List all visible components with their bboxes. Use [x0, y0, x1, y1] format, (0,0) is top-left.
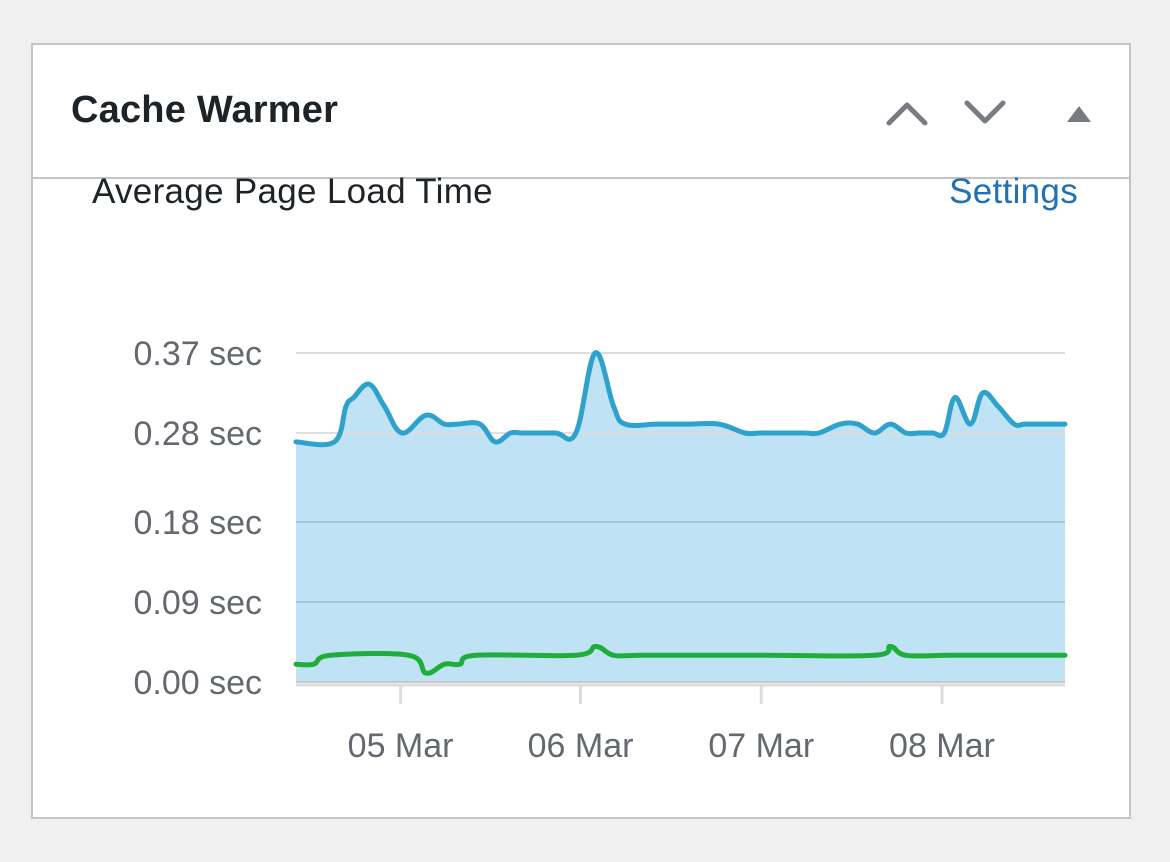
move-up-button[interactable] — [879, 85, 935, 141]
chart-title: Average Page Load Time — [92, 172, 493, 211]
y-tick-label: 0.37 sec — [133, 335, 262, 373]
widget-header: Cache Warmer — [33, 45, 1129, 179]
settings-link[interactable]: Settings — [949, 172, 1078, 211]
y-tick-label: 0.18 sec — [133, 504, 262, 542]
y-tick-label: 0.28 sec — [133, 415, 262, 453]
x-tick-label: 07 Mar — [708, 727, 814, 765]
series-0-line — [293, 350, 1068, 448]
triangle-up-icon — [1067, 106, 1091, 122]
widget-title: Cache Warmer — [71, 89, 339, 131]
x-tick-label: 08 Mar — [889, 727, 995, 765]
series-1-line — [293, 643, 1068, 676]
x-tick-label: 06 Mar — [528, 727, 634, 765]
chevron-up-icon — [886, 102, 928, 126]
toggle-panel-button[interactable] — [1051, 85, 1107, 141]
x-tick-label: 05 Mar — [348, 727, 454, 765]
y-tick-label: 0.00 sec — [133, 664, 262, 702]
move-down-button[interactable] — [957, 85, 1013, 141]
y-tick-label: 0.09 sec — [133, 584, 262, 622]
chevron-down-icon — [964, 100, 1006, 124]
